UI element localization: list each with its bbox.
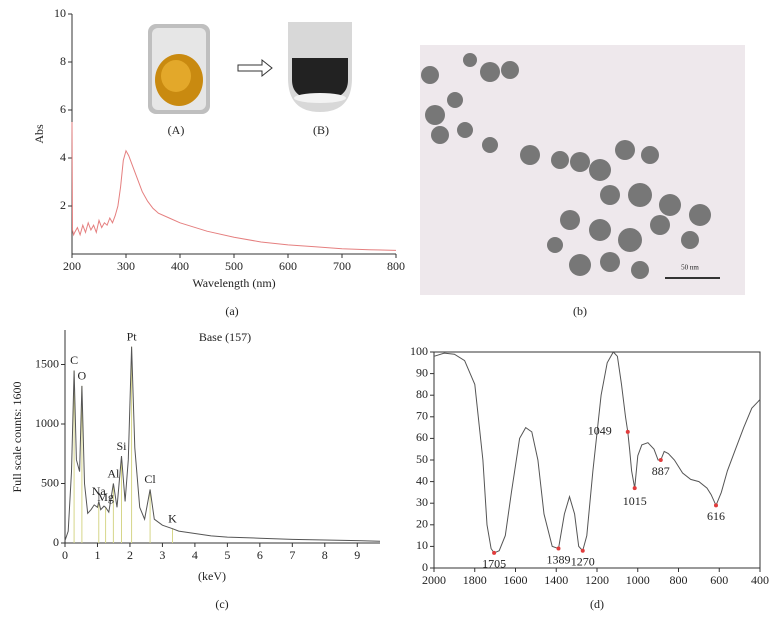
peak-label: Na [92, 484, 107, 498]
peak-marker [625, 429, 630, 434]
peak-marker [632, 486, 637, 491]
peak-label: 616 [707, 509, 725, 523]
y-tick-label: 0 [422, 560, 428, 574]
y-tick-label: 10 [416, 538, 428, 552]
x-tick-label: 0 [62, 548, 68, 562]
peak-marker [580, 548, 585, 553]
vial-b [288, 22, 352, 112]
y-tick-label: 20 [416, 517, 428, 531]
x-tick-label: 200 [63, 259, 81, 273]
scale-label: 50 nm [681, 264, 699, 272]
x-tick-label: 800 [387, 259, 405, 273]
caption: (d) [590, 597, 604, 611]
arrow [237, 58, 273, 78]
peak-label: O [78, 369, 87, 383]
peak-label: Al [107, 466, 120, 480]
peak-marker [713, 503, 718, 508]
data-line [71, 121, 397, 251]
x-tick-label: 600 [279, 259, 297, 273]
x-tick-label: 400 [751, 573, 769, 587]
x-tick-label: 1800 [463, 573, 487, 587]
caption: (b) [573, 304, 587, 318]
y-tick-label: 80 [416, 387, 428, 401]
y-tick-label: 8 [60, 54, 66, 68]
y-tick-label: 2 [60, 198, 66, 212]
x-tick-label: 1000 [626, 573, 650, 587]
x-axis-label: Wavelength (nm) [192, 276, 275, 290]
x-tick-label: 500 [225, 259, 243, 273]
peak-label: Si [116, 439, 127, 453]
x-tick-label: 5 [224, 548, 230, 562]
peak-label: Cl [144, 472, 156, 486]
x-tick-label: 4 [192, 548, 198, 562]
peak-marker [658, 458, 663, 462]
y-tick-label: 90 [416, 365, 428, 379]
x-tick-label: 6 [257, 548, 263, 562]
x-tick-label: 1400 [544, 573, 568, 587]
y-axis-label: Abs [32, 124, 46, 144]
peak-label: 1015 [623, 494, 647, 508]
peak-label: K [168, 511, 177, 525]
x-tick-label: 8 [322, 548, 328, 562]
data-line [433, 351, 761, 554]
y-tick-label: 0 [53, 535, 59, 549]
y-tick-label: 30 [416, 495, 428, 509]
x-tick-label: 9 [354, 548, 360, 562]
data-line [64, 346, 381, 542]
caption: (c) [215, 597, 228, 611]
peak-label: Mg [97, 490, 114, 504]
y-axis-label: Full scale counts: 1600 [10, 382, 24, 493]
annotation: (A) [168, 123, 185, 137]
x-tick-label: 3 [159, 548, 165, 562]
vial-a [148, 24, 210, 114]
peak-marker [556, 546, 561, 551]
x-tick-label: 400 [171, 259, 189, 273]
peak-marker [492, 550, 497, 555]
x-tick-label: 2000 [422, 573, 446, 587]
y-tick-label: 100 [410, 344, 428, 358]
y-tick-label: 6 [60, 102, 66, 116]
peak-label: 1049 [588, 424, 612, 438]
x-tick-label: 800 [670, 573, 688, 587]
annotation: (B) [313, 123, 329, 137]
tem-image [420, 45, 745, 295]
y-tick-label: 4 [60, 150, 66, 164]
x-tick-label: 1600 [504, 573, 528, 587]
caption: (a) [225, 304, 238, 318]
y-tick-label: 70 [416, 409, 428, 423]
peak-label: C [70, 353, 78, 367]
x-tick-label: 2 [127, 548, 133, 562]
peak-label: 1705 [482, 557, 506, 571]
x-tick-label: 1200 [585, 573, 609, 587]
y-tick-label: 40 [416, 473, 428, 487]
y-tick-label: 60 [416, 430, 428, 444]
y-tick-label: 1000 [35, 416, 59, 430]
y-tick-label: 50 [416, 452, 428, 466]
x-tick-label: 1 [94, 548, 100, 562]
y-tick-label: 500 [41, 475, 59, 489]
x-tick-label: 7 [289, 548, 295, 562]
peak-label: 1389 [546, 552, 570, 566]
chart-title: Base (157) [199, 330, 251, 344]
x-tick-label: 700 [333, 259, 351, 273]
y-tick-label: 1500 [35, 356, 59, 370]
x-axis-label: (keV) [198, 569, 226, 583]
peak-label: 1270 [571, 554, 595, 568]
peak-label: Pt [127, 329, 138, 343]
y-tick-label: 10 [54, 6, 66, 20]
peak-label: 887 [652, 464, 670, 478]
x-tick-label: 600 [710, 573, 728, 587]
x-tick-label: 300 [117, 259, 135, 273]
